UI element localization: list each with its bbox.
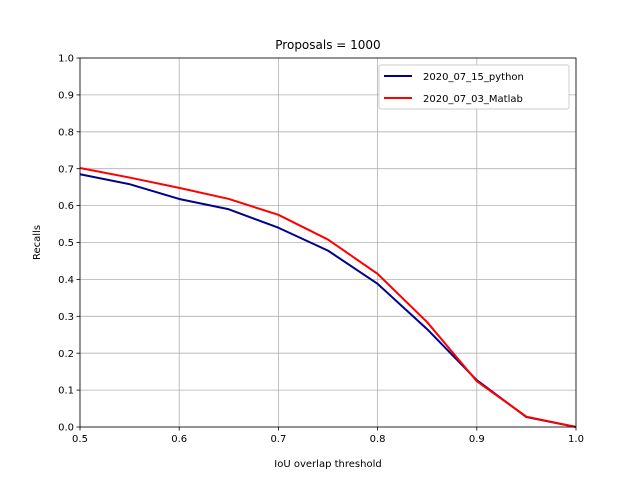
y-tick-label: 1.0 xyxy=(58,54,74,65)
axis-ticks: 0.5 0.6 0.7 0.8 0.9 1.0 0.0 0.1 0.2 0.3 0.4 0.5 0.6 0… xyxy=(58,54,584,445)
x-tick-label: 0.6 xyxy=(171,434,187,445)
series-line-2 xyxy=(79,166,577,428)
x-axis-label: IoU overlap threshold xyxy=(274,459,381,470)
x-tick-label: 1.0 xyxy=(568,434,584,445)
legend: 2020_07_15_python 2020_07_03_Matlab xyxy=(378,64,570,110)
legend-box xyxy=(378,64,570,110)
y-tick-label: 0.5 xyxy=(58,238,74,249)
grid xyxy=(79,57,577,428)
chart-title: Proposals = 1000 xyxy=(275,38,380,52)
y-tick-label: 0.4 xyxy=(58,275,74,286)
x-tick-label: 0.7 xyxy=(270,434,286,445)
y-tick-label: 0.3 xyxy=(58,312,74,323)
legend-label-2: 2020_07_03_Matlab xyxy=(423,94,523,105)
series-lines xyxy=(79,166,577,428)
y-tick-label: 0.9 xyxy=(58,91,74,102)
x-tick-label: 0.5 xyxy=(72,434,88,445)
x-tick-label: 0.9 xyxy=(469,434,485,445)
series-line-1 xyxy=(79,173,577,428)
x-tick-label: 0.8 xyxy=(370,434,386,445)
legend-label-1: 2020_07_15_python xyxy=(423,72,524,83)
y-axis-label: Recalls xyxy=(32,225,43,260)
y-tick-label: 0.8 xyxy=(58,127,74,138)
y-tick-label: 0.1 xyxy=(58,386,74,397)
y-tick-label: 0.6 xyxy=(58,201,74,212)
y-tick-label: 0.7 xyxy=(58,164,74,175)
y-tick-label: 0.2 xyxy=(58,349,74,360)
y-tick-label: 0.0 xyxy=(58,423,74,434)
